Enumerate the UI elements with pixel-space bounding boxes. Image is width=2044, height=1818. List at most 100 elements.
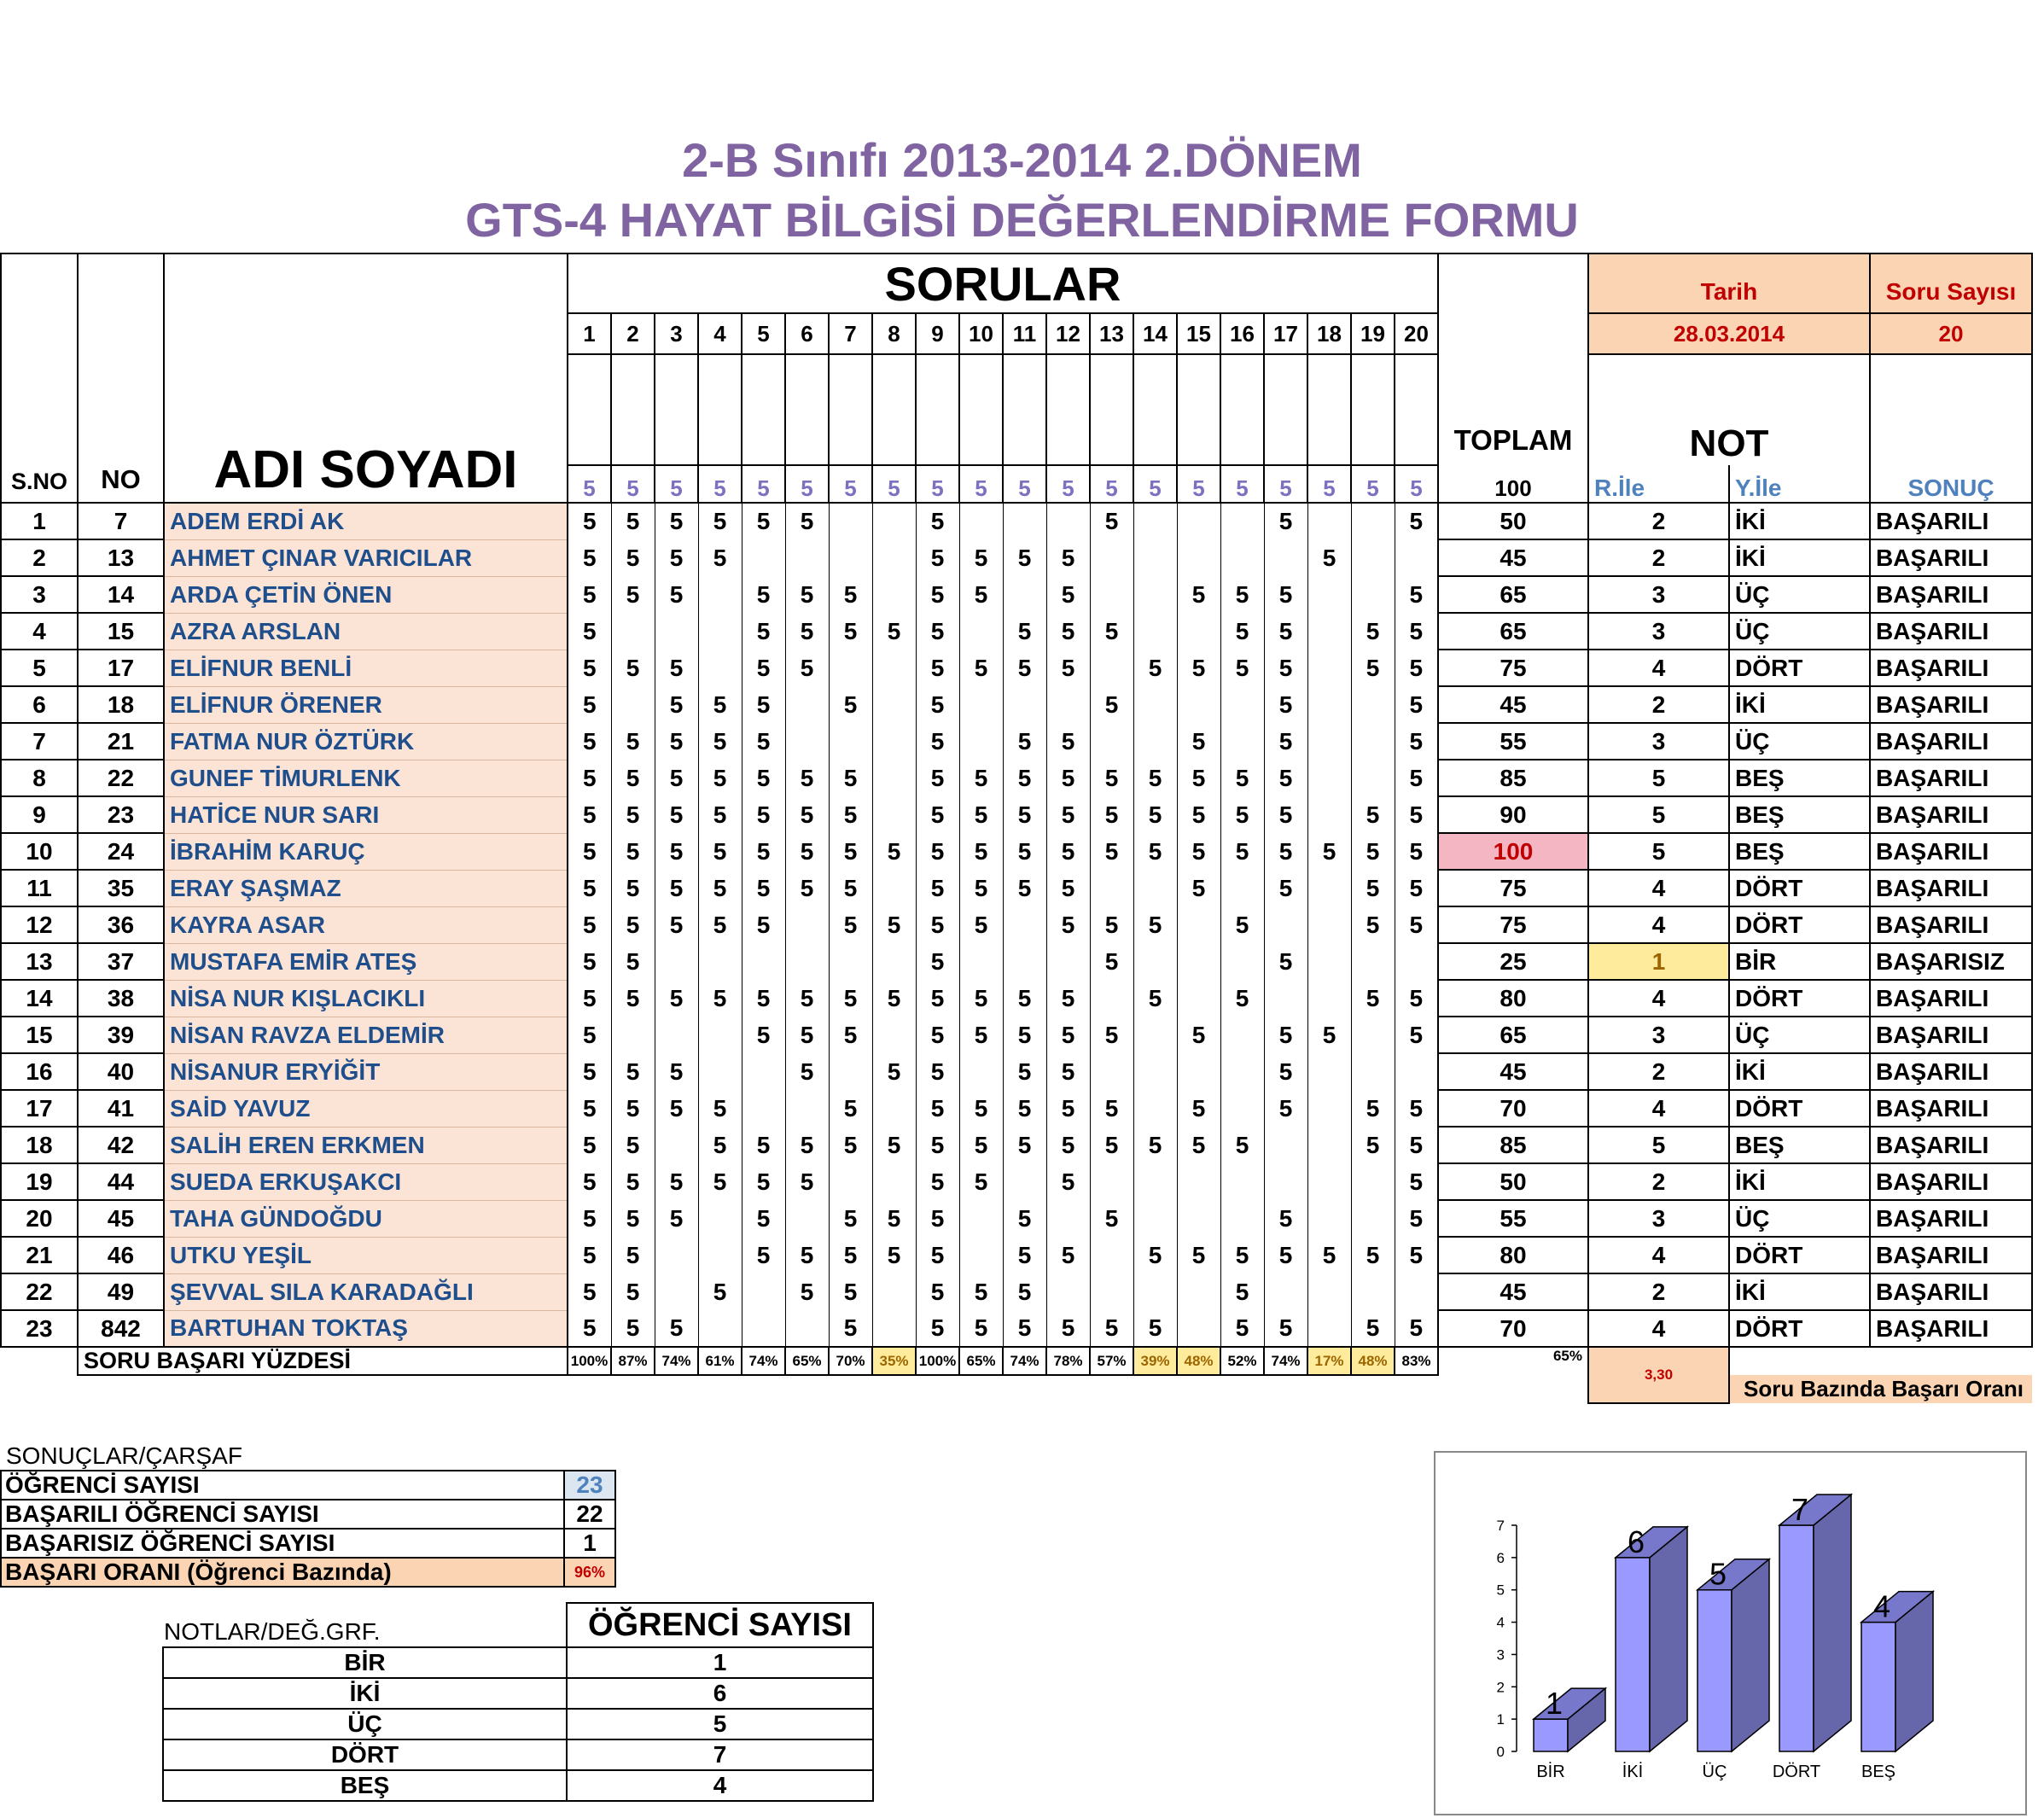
average-score: 3,30 — [1587, 1346, 1730, 1404]
score-cell — [784, 906, 830, 943]
score-cell: 5 — [828, 1090, 873, 1127]
y-ile-cell: İKİ — [1728, 539, 1871, 577]
grade-label: BİR — [162, 1646, 568, 1679]
score-cell: 5 — [1002, 1127, 1047, 1163]
results-value: 96% — [563, 1557, 616, 1588]
tarih-value: 28.03.2014 — [1587, 312, 1871, 355]
score-cell — [1089, 1237, 1134, 1273]
score-cell — [1350, 760, 1395, 796]
student-row: 8 22 GUNEF TİMURLENK 5 5 5 5 5 5 5 5 5 5 5 5 5 5 5 5 5 85 5 BE… — [0, 759, 2033, 797]
sno-header: S.NO — [0, 253, 79, 504]
r-ile-cell: 4 — [1587, 1309, 1730, 1348]
score-cell: 5 — [871, 1053, 917, 1090]
score-cell: 5 — [871, 1200, 917, 1237]
score-cell: 5 — [654, 1163, 699, 1200]
score-cell: 5 — [1089, 906, 1134, 943]
score-cell — [1133, 576, 1178, 613]
score-cell: 5 — [958, 1310, 1004, 1347]
question-number: 16 — [1220, 312, 1265, 355]
result-cell: BAŞARILI — [1869, 906, 2033, 944]
score-cell — [1350, 686, 1395, 723]
score-cell — [1176, 613, 1221, 650]
score-cell: 5 — [567, 760, 612, 796]
y-ile-cell: ÜÇ — [1728, 1016, 1871, 1054]
question-points: 5 — [1002, 464, 1047, 504]
score-cell: 5 — [958, 980, 1004, 1017]
score-cell: 5 — [654, 686, 699, 723]
score-cell: 5 — [654, 503, 699, 539]
score-cell — [1220, 503, 1265, 539]
score-cell: 5 — [1002, 1017, 1047, 1053]
chart-bar-top — [1777, 1494, 1854, 1526]
score-cell: 5 — [1002, 539, 1047, 576]
score-cell — [654, 1017, 699, 1053]
y-ile-cell: ÜÇ — [1728, 612, 1871, 650]
score-cell — [1089, 723, 1134, 760]
question-blank-cell — [828, 354, 873, 465]
result-cell: BAŞARILI — [1869, 1162, 2033, 1201]
score-cell — [958, 686, 1004, 723]
sno-cell: 2 — [0, 539, 79, 577]
score-cell — [1307, 1273, 1352, 1310]
score-cell: 5 — [1176, 870, 1221, 906]
score-cell — [1089, 1053, 1134, 1090]
question-number: 11 — [1002, 312, 1047, 355]
y-ile-cell: İKİ — [1728, 1162, 1871, 1201]
total-cell: 45 — [1437, 1052, 1589, 1091]
question-percent: 74% — [1002, 1346, 1047, 1376]
question-number: 5 — [741, 312, 786, 355]
y-ile-cell: İKİ — [1728, 1052, 1871, 1091]
score-cell — [1263, 539, 1308, 576]
grade-label: İKİ — [162, 1677, 568, 1710]
score-cell — [1176, 980, 1221, 1017]
score-cell: 5 — [741, 613, 786, 650]
score-cell — [741, 1310, 786, 1347]
student-row: 15 39 NİSAN RAVZA ELDEMİR 5 5 5 5 5 5 5 5 5 5 5 5 5 65 3 Ü… — [0, 1016, 2033, 1054]
score-cell — [871, 539, 917, 576]
score-cell — [1220, 1053, 1265, 1090]
y-ile-cell: İKİ — [1728, 685, 1871, 724]
question-points: 5 — [741, 464, 786, 504]
r-ile-cell: 4 — [1587, 869, 1730, 907]
score-cell: 5 — [958, 1163, 1004, 1200]
score-cell: 5 — [567, 1200, 612, 1237]
y-ile-cell: BEŞ — [1728, 795, 1871, 834]
score-cell: 5 — [915, 539, 960, 576]
score-cell: 5 — [784, 1017, 830, 1053]
score-cell: 5 — [1394, 723, 1439, 760]
score-cell — [741, 1053, 786, 1090]
sno-cell: 14 — [0, 979, 79, 1017]
question-blank-cell — [1002, 354, 1047, 465]
score-cell: 5 — [1002, 1237, 1047, 1273]
sno-cell: 23 — [0, 1309, 79, 1348]
score-cell — [1307, 906, 1352, 943]
score-cell: 5 — [828, 980, 873, 1017]
score-cell: 5 — [784, 613, 830, 650]
score-cell — [958, 613, 1004, 650]
score-cell — [828, 1163, 873, 1200]
chart-category-label: DÖRT — [1773, 1763, 1820, 1781]
score-cell: 5 — [610, 539, 655, 576]
score-cell: 5 — [741, 1163, 786, 1200]
score-cell — [1307, 1163, 1352, 1200]
question-percent: 35% — [871, 1346, 917, 1376]
score-cell: 5 — [915, 1237, 960, 1273]
student-row: 12 36 KAYRA ASAR 5 5 5 5 5 5 5 5 5 5 5 5 5 5 5 75 4 DÖRT BAŞA… — [0, 906, 2033, 944]
score-cell: 5 — [915, 503, 960, 539]
score-cell: 5 — [1220, 1127, 1265, 1163]
student-name: İBRAHİM KARUÇ — [163, 832, 568, 871]
score-cell: 5 — [697, 870, 742, 906]
question-blank-cell — [871, 354, 917, 465]
grade-row: BİR 1 — [162, 1646, 874, 1679]
score-cell: 5 — [610, 760, 655, 796]
question-blank-cell — [1263, 354, 1308, 465]
score-cell — [741, 1090, 786, 1127]
question-blank-cell — [610, 354, 655, 465]
result-cell: BAŞARILI — [1869, 722, 2033, 760]
score-cell — [1220, 943, 1265, 980]
score-cell: 5 — [567, 1163, 612, 1200]
score-cell: 5 — [1089, 613, 1134, 650]
no-cell: 13 — [77, 539, 165, 577]
question-number-row: 1 2 3 4 5 6 7 8 9 10 11 12 13 14 15 16 17 18 19 20 28.03.201… — [1, 312, 2033, 355]
score-cell: 5 — [1089, 1310, 1134, 1347]
